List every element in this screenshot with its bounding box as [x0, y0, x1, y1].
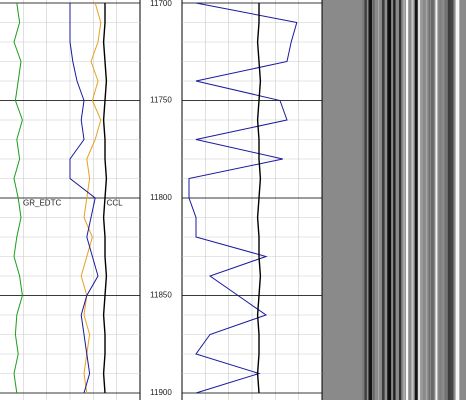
- image-stripe: [411, 0, 414, 400]
- image-stripe: [384, 0, 388, 400]
- image-stripe: [408, 0, 411, 400]
- image-stripe: [393, 0, 396, 400]
- depth-label: 11750: [150, 96, 172, 105]
- depth-label: 11900: [150, 388, 172, 397]
- image-stripe: [439, 0, 442, 400]
- curve-label: GR_EDTC: [23, 199, 61, 208]
- image-stripe: [414, 0, 419, 400]
- image-stripe: [455, 0, 460, 400]
- image-stripe: [364, 0, 367, 400]
- log-curve: [13, 2, 23, 394]
- log-curve: [188, 2, 298, 394]
- image-stripe: [450, 0, 454, 400]
- image-stripe: [405, 0, 409, 400]
- image-stripe: [417, 0, 421, 400]
- image-stripe: [372, 0, 375, 400]
- image-stripe: [428, 0, 430, 400]
- image-stripe: [420, 0, 423, 400]
- image-stripe: [435, 0, 438, 400]
- image-stripe: [444, 0, 447, 400]
- log-curve: [69, 3, 99, 394]
- image-stripe: [387, 0, 392, 400]
- curve-label: CCL: [107, 199, 124, 208]
- log-curve: [102, 3, 108, 394]
- image-stripe: [447, 0, 451, 400]
- depth-label: 11700: [150, 0, 172, 8]
- image-stripe: [368, 0, 373, 400]
- log-curve: [256, 3, 262, 394]
- image-stripe: [425, 0, 428, 400]
- depth-label: 11800: [150, 193, 172, 202]
- image-track: [322, 0, 466, 400]
- image-stripe: [399, 0, 402, 400]
- image-stripe: [362, 0, 365, 400]
- image-stripe: [403, 0, 406, 400]
- image-stripe: [377, 0, 380, 400]
- log-curve: [80, 2, 102, 394]
- image-stripe: [381, 0, 385, 400]
- depth-label: 11850: [150, 291, 172, 300]
- image-stripe: [430, 0, 434, 400]
